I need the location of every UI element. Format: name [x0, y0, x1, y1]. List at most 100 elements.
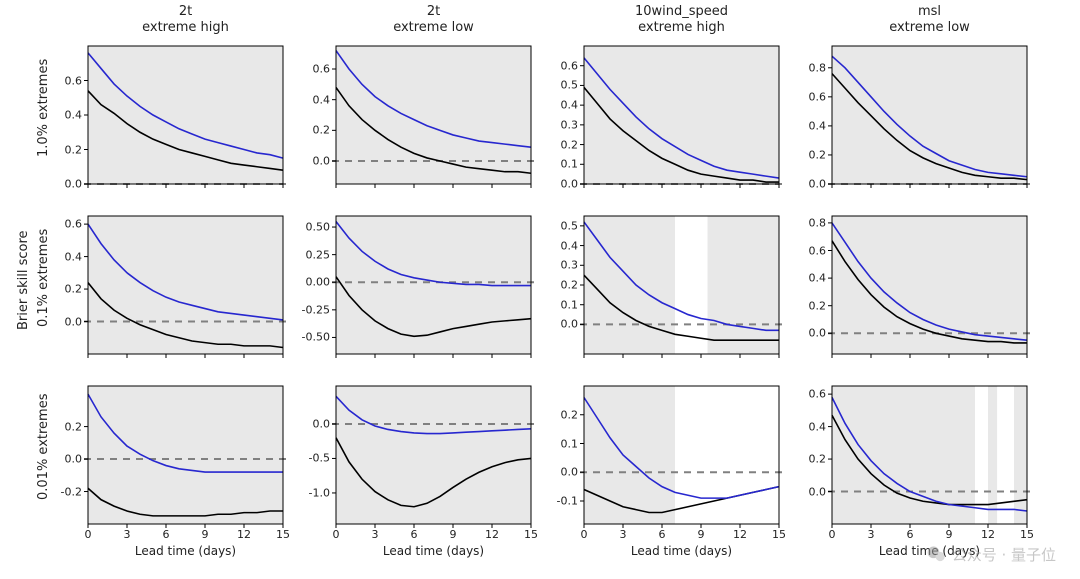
xtick-label: 15 — [772, 528, 786, 541]
shade-band — [88, 216, 283, 354]
ytick-label: 0.1 — [561, 437, 579, 450]
watermark: 公众号 · 量子位 — [926, 544, 1056, 565]
panel-r2-c3: 0.00.20.40.603691215Lead time (days) — [832, 386, 1027, 524]
panel-r1-c3: 0.00.20.40.60.8 — [832, 216, 1027, 354]
ytick-label: 0.4 — [313, 93, 331, 106]
ytick-label: 0.6 — [809, 388, 827, 401]
col-title-0: 2textreme high — [66, 4, 306, 37]
ytick-label: 0.4 — [561, 239, 579, 252]
ytick-label: 0.50 — [306, 221, 331, 234]
panel-r2-c1: -1.0-0.50.003691215Lead time (days) — [336, 386, 531, 524]
xtick-label: 12 — [733, 528, 747, 541]
ytick-label: 0.6 — [809, 244, 827, 257]
panel-r1-c0: 0.00.20.40.6 — [88, 216, 283, 354]
xtick-label: 15 — [276, 528, 290, 541]
wechat-icon — [926, 544, 946, 564]
xtick-label: 0 — [333, 528, 340, 541]
ytick-label: 0.6 — [313, 63, 331, 76]
ytick-label: 0.4 — [809, 420, 827, 433]
ytick-label: 0.2 — [561, 408, 579, 421]
xtick-label: 6 — [411, 528, 418, 541]
ytick-label: 0.3 — [561, 259, 579, 272]
ytick-label: 0.0 — [313, 155, 331, 168]
ytick-label: 0.6 — [561, 59, 579, 72]
ytick-label: 0.5 — [561, 79, 579, 92]
ytick-label: 0.0 — [809, 485, 827, 498]
ytick-label: 0.4 — [809, 119, 827, 132]
ytick-label: 0.4 — [65, 250, 83, 263]
ytick-label: 0.0 — [561, 318, 579, 331]
xtick-label: 6 — [163, 528, 170, 541]
row-label-1: 0.1% extremes — [36, 228, 51, 326]
ytick-label: 0.4 — [65, 109, 83, 122]
ytick-label: 0.3 — [561, 118, 579, 131]
ytick-label: 0.6 — [809, 90, 827, 103]
ytick-label: -0.25 — [302, 303, 330, 316]
panel-r0-c1: 0.00.20.40.6 — [336, 46, 531, 184]
ytick-label: 0.25 — [306, 248, 331, 261]
shade-band — [1014, 386, 1027, 524]
xtick-label: 12 — [237, 528, 251, 541]
ytick-label: 0.2 — [65, 143, 83, 156]
ytick-label: 0.1 — [561, 298, 579, 311]
xtick-label: 3 — [868, 528, 875, 541]
ytick-label: 0.2 — [809, 148, 827, 161]
ytick-label: -0.2 — [61, 485, 82, 498]
xtick-label: 6 — [659, 528, 666, 541]
x-axis-label: Lead time (days) — [336, 544, 531, 558]
panel-r2-c0: -0.20.00.203691215Lead time (days) — [88, 386, 283, 524]
shade-band — [336, 46, 531, 184]
ytick-label: 0.5 — [561, 219, 579, 232]
xtick-label: 0 — [581, 528, 588, 541]
ytick-label: 0.2 — [561, 279, 579, 292]
xtick-label: 3 — [124, 528, 131, 541]
ytick-label: 0.0 — [313, 417, 331, 430]
ytick-label: 0.1 — [561, 158, 579, 171]
shade-band — [708, 216, 780, 354]
ytick-label: 0.6 — [65, 218, 83, 231]
xtick-label: 15 — [524, 528, 538, 541]
ytick-label: 0.0 — [809, 327, 827, 340]
ytick-label: 0.2 — [809, 299, 827, 312]
xtick-label: 0 — [829, 528, 836, 541]
panel-r0-c0: 0.00.20.40.6 — [88, 46, 283, 184]
panel-r1-c1: -0.50-0.250.000.250.50 — [336, 216, 531, 354]
ytick-label: 0.0 — [65, 315, 83, 328]
shade-band — [832, 386, 975, 524]
panel-r1-c2: 0.00.10.20.30.40.5 — [584, 216, 779, 354]
shade-band — [832, 46, 1027, 184]
xtick-label: 12 — [485, 528, 499, 541]
shade-band — [88, 386, 283, 524]
ytick-label: 0.0 — [65, 178, 83, 191]
xtick-label: 3 — [620, 528, 627, 541]
ytick-label: -0.5 — [309, 452, 330, 465]
panel-r2-c2: -0.10.00.10.203691215Lead time (days) — [584, 386, 779, 524]
ytick-label: 0.0 — [809, 178, 827, 191]
xtick-label: 9 — [698, 528, 705, 541]
xtick-label: 9 — [946, 528, 953, 541]
ytick-label: 0.2 — [809, 453, 827, 466]
ytick-label: 0.8 — [809, 216, 827, 229]
ytick-label: 0.2 — [561, 138, 579, 151]
shade-band — [584, 46, 779, 184]
ytick-label: 0.8 — [809, 61, 827, 74]
ytick-label: 0.0 — [561, 466, 579, 479]
ytick-label: -0.50 — [302, 331, 330, 344]
ytick-label: -0.1 — [557, 495, 578, 508]
xtick-label: 15 — [1020, 528, 1034, 541]
xtick-label: 12 — [981, 528, 995, 541]
figure: 2textreme high2textreme low10wind_speede… — [0, 0, 1080, 579]
xtick-label: 6 — [907, 528, 914, 541]
x-axis-label: Lead time (days) — [584, 544, 779, 558]
panel-r0-c3: 0.00.20.40.60.8 — [832, 46, 1027, 184]
ytick-label: -1.0 — [309, 486, 330, 499]
xtick-label: 9 — [202, 528, 209, 541]
ytick-label: 0.2 — [65, 283, 83, 296]
ytick-label: 0.2 — [313, 124, 331, 137]
ytick-label: 0.00 — [306, 276, 331, 289]
xtick-label: 3 — [372, 528, 379, 541]
shade-band — [336, 386, 531, 524]
xtick-label: 9 — [450, 528, 457, 541]
ytick-label: 0.4 — [561, 99, 579, 112]
ytick-label: 0.4 — [809, 272, 827, 285]
